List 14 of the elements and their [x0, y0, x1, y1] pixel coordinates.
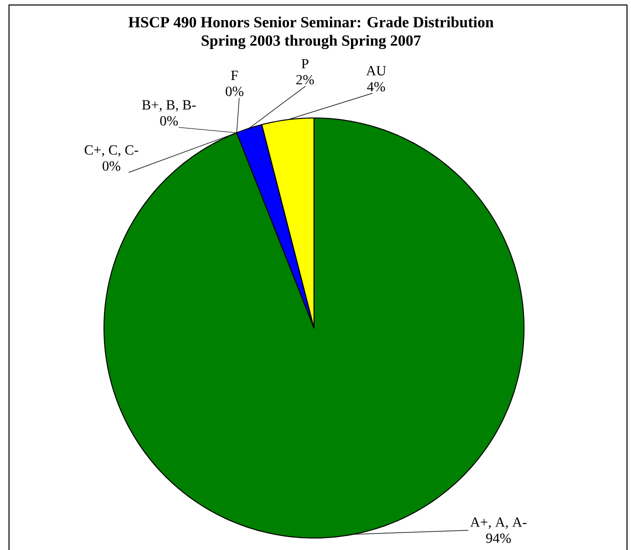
category-label: C+, C, C- — [84, 145, 138, 157]
text: 0% — [160, 116, 178, 126]
chart-title: HSCP 490 Honors Senior Seminar: Grade Distribution — [128, 16, 494, 28]
data-label: 2% — [296, 74, 314, 84]
slice-label: P — [302, 59, 308, 68]
slice-label: A+, A, A- — [470, 518, 526, 529]
data-label: 94% — [486, 533, 511, 543]
text: 0% — [226, 86, 244, 96]
category-label: F — [231, 70, 238, 80]
category-label: B+, B, B- — [142, 100, 196, 112]
data-label: 4% — [367, 82, 385, 92]
chart-subtitle: Spring 2003 through Spring 2007 — [202, 34, 421, 50]
slice-label: AU — [366, 66, 386, 76]
text: 0% — [102, 161, 120, 171]
